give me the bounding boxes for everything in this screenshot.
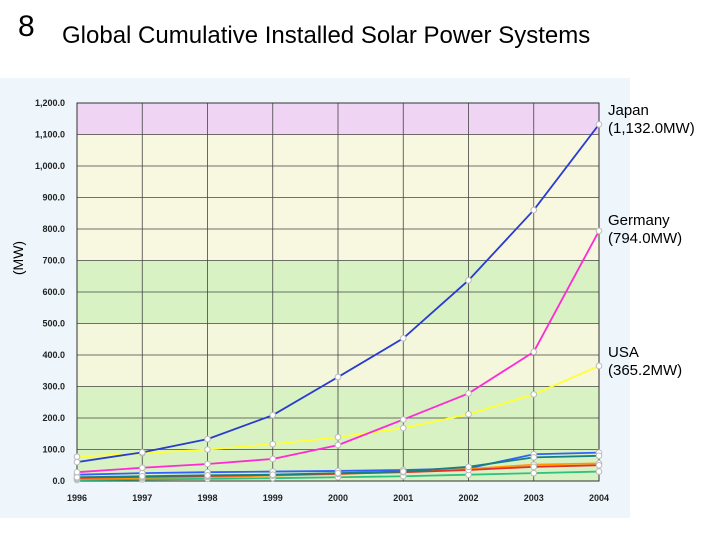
data-point — [138, 464, 146, 472]
slide-number: 8 — [18, 10, 35, 43]
data-point — [595, 227, 603, 235]
y-tick-label: 900.0 — [42, 193, 65, 203]
x-tick-label: 1996 — [67, 493, 87, 503]
data-point — [595, 121, 603, 128]
y-tick-label: 200.0 — [42, 413, 65, 423]
data-point — [204, 472, 211, 479]
x-tick-label: 2003 — [524, 493, 544, 503]
y-tick-label: 600.0 — [42, 287, 65, 297]
data-point — [399, 335, 407, 342]
data-point — [465, 410, 472, 418]
data-point — [73, 468, 81, 476]
data-point — [399, 468, 407, 475]
data-point — [334, 433, 342, 441]
x-tick-label: 2000 — [328, 493, 348, 503]
x-tick-label: 2004 — [589, 493, 609, 503]
data-point — [595, 362, 603, 370]
data-point — [204, 446, 211, 453]
annotation-japan-name: Japan — [608, 102, 649, 119]
data-point — [138, 449, 146, 456]
annotation-japan: Japan (1,132.0MW) — [608, 102, 695, 138]
data-point — [204, 460, 211, 468]
y-tick-label: 100.0 — [42, 445, 65, 455]
y-tick-label: 700.0 — [42, 256, 65, 266]
data-point — [399, 416, 407, 423]
data-point — [530, 463, 538, 471]
data-point — [138, 472, 146, 480]
annotation-usa-value: (365.2MW) — [608, 362, 683, 379]
data-point — [530, 206, 538, 214]
data-point — [269, 471, 277, 479]
y-tick-label: 400.0 — [42, 350, 65, 360]
data-point — [465, 390, 472, 397]
x-tick-label: 2002 — [458, 493, 478, 503]
annotation-japan-value: (1,132.0MW) — [608, 120, 695, 137]
y-tick-label: 300.0 — [42, 382, 65, 392]
y-tick-label: 0.0 — [52, 476, 65, 486]
y-tick-label: 500.0 — [42, 319, 65, 329]
data-point — [73, 453, 81, 461]
data-point — [530, 348, 538, 356]
x-tick-label: 1997 — [132, 493, 152, 503]
data-point — [269, 440, 277, 448]
line-chart: 0.0 100.0 200.0 300.0 400.0 500.0 600.0 700.0 80… — [0, 78, 630, 518]
data-point — [73, 458, 81, 466]
data-point — [334, 373, 342, 381]
y-tick-label: 800.0 — [42, 224, 65, 234]
annotation-germany-value: (794.0MW) — [608, 230, 683, 247]
annotation-usa-name: USA — [608, 344, 639, 361]
data-point — [595, 461, 603, 469]
annotation-germany: Germany (794.0MW) — [608, 212, 682, 248]
data-point — [334, 469, 342, 477]
data-point — [269, 455, 277, 463]
x-tick-label: 2001 — [393, 493, 413, 503]
slide-title: Global Cumulative Installed Solar Power … — [62, 22, 591, 49]
x-tick-label: 1999 — [263, 493, 283, 503]
y-tick-label: 1,100.0 — [35, 130, 65, 140]
data-point — [465, 463, 472, 471]
plot-border — [76, 102, 600, 482]
data-point — [204, 435, 211, 443]
annotation-usa: USA (365.2MW) — [608, 344, 682, 380]
data-point — [465, 277, 472, 284]
y-tick-label: 1,000.0 — [35, 161, 65, 171]
annotation-germany-name: Germany — [608, 212, 670, 229]
data-point — [595, 452, 603, 460]
x-tick-label: 1998 — [197, 493, 217, 503]
data-point — [269, 411, 277, 419]
data-point — [530, 454, 538, 461]
data-point — [334, 441, 342, 449]
data-point — [530, 391, 538, 398]
data-point — [399, 424, 407, 432]
chart-container: 0.0 100.0 200.0 300.0 400.0 500.0 600.0 700.0 80… — [0, 78, 630, 518]
data-point — [595, 468, 603, 475]
y-tick-label: 1,200.0 — [35, 98, 65, 108]
y-axis-label: (MW) — [10, 240, 26, 276]
data-point — [530, 469, 538, 477]
